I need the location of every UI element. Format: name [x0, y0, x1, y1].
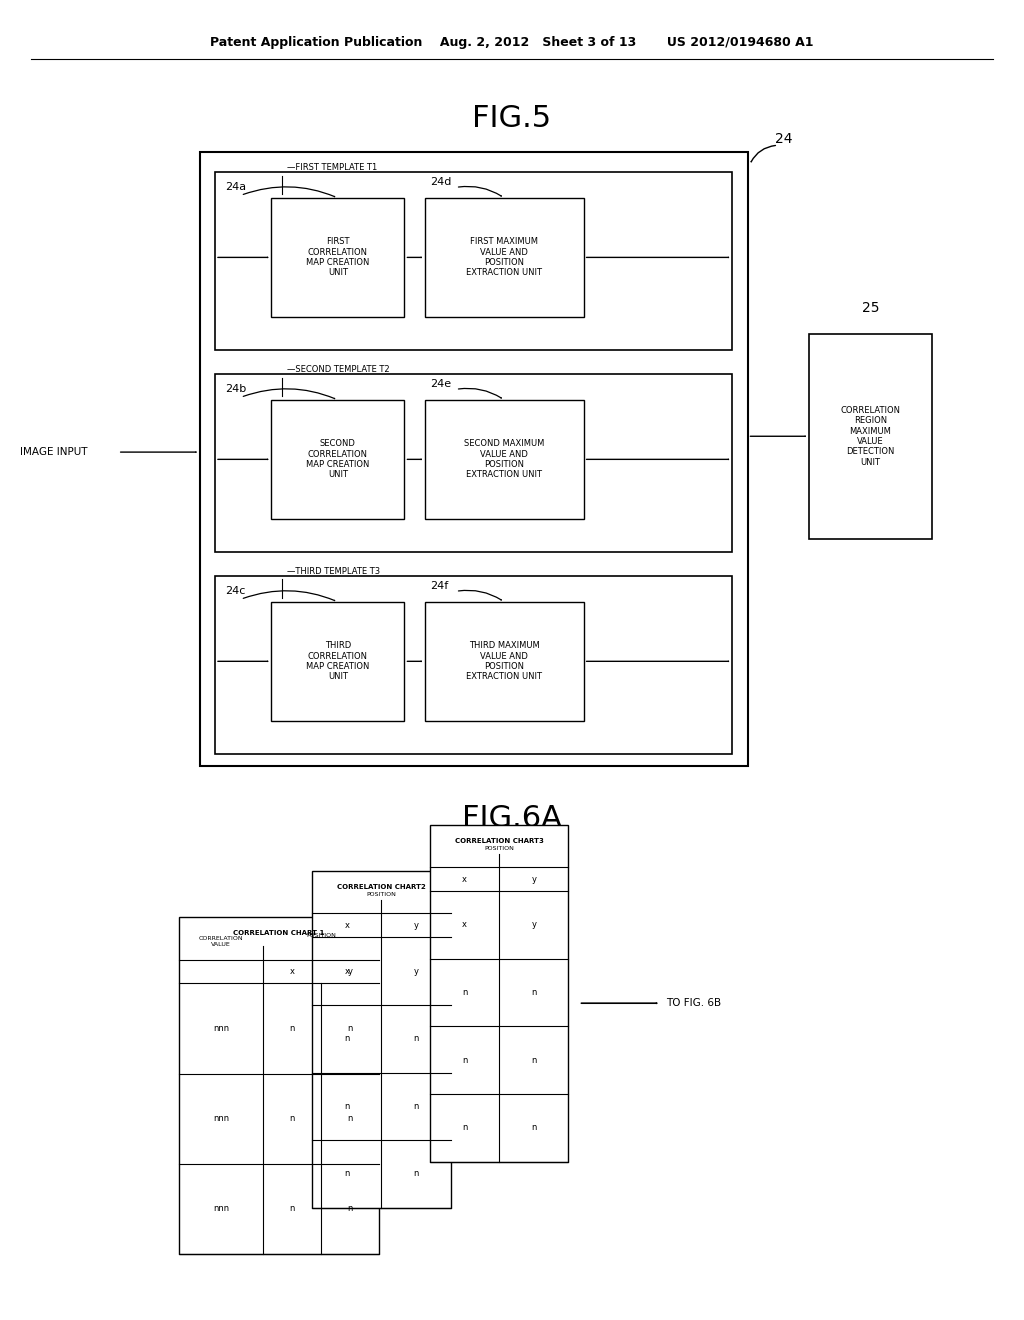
- Text: IMAGE INPUT: IMAGE INPUT: [20, 447, 88, 457]
- Text: n: n: [531, 1123, 537, 1133]
- Bar: [312, 871, 451, 1208]
- Text: y: y: [414, 966, 419, 975]
- FancyBboxPatch shape: [425, 400, 584, 519]
- Text: 24b: 24b: [225, 384, 247, 395]
- Text: CORRELATION
REGION
MAXIMUM
VALUE
DETECTION
UNIT: CORRELATION REGION MAXIMUM VALUE DETECTI…: [841, 405, 900, 467]
- Text: CORRELATION
VALUE: CORRELATION VALUE: [199, 936, 244, 946]
- Text: CORRELATION CHART3: CORRELATION CHART3: [455, 838, 544, 843]
- Text: 24e: 24e: [430, 379, 452, 389]
- Text: FIG.5: FIG.5: [472, 104, 552, 133]
- FancyBboxPatch shape: [271, 602, 404, 721]
- FancyBboxPatch shape: [215, 374, 732, 552]
- Text: y: y: [414, 921, 419, 929]
- Text: n: n: [344, 1034, 349, 1043]
- Text: —SECOND TEMPLATE T2: —SECOND TEMPLATE T2: [287, 364, 389, 374]
- Text: n: n: [347, 1024, 352, 1034]
- Text: nnn: nnn: [213, 1114, 229, 1123]
- Bar: [430, 825, 568, 1162]
- Text: n: n: [414, 1034, 419, 1043]
- FancyBboxPatch shape: [271, 400, 404, 519]
- Text: nnn: nnn: [213, 1204, 229, 1212]
- Text: n: n: [462, 987, 467, 997]
- Text: 24: 24: [774, 132, 793, 145]
- Text: FIRST MAXIMUM
VALUE AND
POSITION
EXTRACTION UNIT: FIRST MAXIMUM VALUE AND POSITION EXTRACT…: [466, 238, 543, 277]
- Text: nnn: nnn: [213, 1204, 229, 1213]
- FancyBboxPatch shape: [809, 334, 932, 539]
- Text: THIRD
CORRELATION
MAP CREATION
UNIT: THIRD CORRELATION MAP CREATION UNIT: [306, 642, 370, 681]
- Bar: [179, 917, 379, 1254]
- Text: POSITION: POSITION: [306, 933, 336, 939]
- Text: CORRELATION CHART 1: CORRELATION CHART 1: [233, 931, 325, 936]
- Text: —FIRST TEMPLATE T1: —FIRST TEMPLATE T1: [287, 162, 377, 172]
- Text: x: x: [462, 875, 467, 883]
- Text: n: n: [290, 1204, 295, 1213]
- Text: n: n: [290, 1024, 295, 1034]
- Text: FIRST
CORRELATION
MAP CREATION
UNIT: FIRST CORRELATION MAP CREATION UNIT: [306, 238, 370, 277]
- Text: n: n: [344, 1102, 349, 1111]
- Text: SECOND MAXIMUM
VALUE AND
POSITION
EXTRACTION UNIT: SECOND MAXIMUM VALUE AND POSITION EXTRAC…: [464, 440, 545, 479]
- Text: n: n: [414, 1170, 419, 1179]
- Text: n: n: [531, 987, 537, 997]
- Text: n: n: [347, 1204, 352, 1213]
- Text: 24d: 24d: [430, 177, 452, 187]
- Text: CORRELATION CHART2: CORRELATION CHART2: [337, 884, 426, 890]
- Text: x: x: [344, 921, 349, 929]
- Text: 24c: 24c: [225, 586, 246, 597]
- FancyBboxPatch shape: [271, 198, 404, 317]
- Text: POSITION: POSITION: [367, 892, 396, 898]
- Text: SECOND
CORRELATION
MAP CREATION
UNIT: SECOND CORRELATION MAP CREATION UNIT: [306, 440, 370, 479]
- Text: n: n: [290, 1114, 295, 1123]
- Text: 24f: 24f: [430, 581, 449, 591]
- Text: TO FIG. 6B: TO FIG. 6B: [666, 998, 721, 1008]
- Text: THIRD MAXIMUM
VALUE AND
POSITION
EXTRACTION UNIT: THIRD MAXIMUM VALUE AND POSITION EXTRACT…: [466, 642, 543, 681]
- Text: x: x: [290, 968, 295, 975]
- Text: POSITION: POSITION: [484, 846, 514, 851]
- Text: 25: 25: [861, 301, 880, 314]
- Text: x: x: [462, 920, 467, 929]
- FancyBboxPatch shape: [200, 152, 748, 766]
- Text: n: n: [344, 1170, 349, 1179]
- Text: nnn: nnn: [213, 1024, 229, 1034]
- Text: n: n: [414, 1102, 419, 1111]
- Text: n: n: [462, 1123, 467, 1133]
- Text: 24a: 24a: [225, 182, 247, 193]
- Text: —THIRD TEMPLATE T3: —THIRD TEMPLATE T3: [287, 566, 380, 576]
- FancyBboxPatch shape: [215, 172, 732, 350]
- Text: n: n: [531, 1056, 537, 1065]
- FancyBboxPatch shape: [425, 602, 584, 721]
- Text: n: n: [347, 1114, 352, 1123]
- Text: n: n: [462, 1056, 467, 1065]
- Text: y: y: [531, 920, 537, 929]
- FancyBboxPatch shape: [425, 198, 584, 317]
- FancyBboxPatch shape: [215, 576, 732, 754]
- Text: FIG.6A: FIG.6A: [462, 804, 562, 833]
- Text: x: x: [344, 966, 349, 975]
- Text: y: y: [347, 968, 352, 975]
- Text: y: y: [531, 875, 537, 883]
- Text: Patent Application Publication    Aug. 2, 2012   Sheet 3 of 13       US 2012/019: Patent Application Publication Aug. 2, 2…: [210, 36, 814, 49]
